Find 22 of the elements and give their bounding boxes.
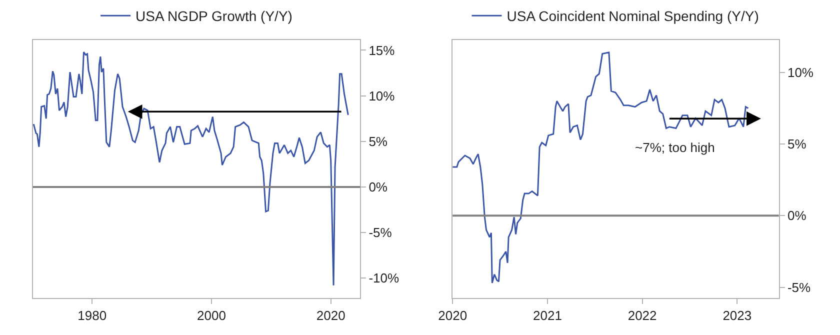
legend-label: USA Coincident Nominal Spending (Y/Y): [506, 8, 759, 24]
y-tick-label: 0%: [368, 180, 388, 194]
y-tick-label: 5%: [368, 134, 388, 149]
x-tick-label: 2020: [316, 308, 346, 323]
y-tick-label: 0%: [787, 208, 807, 224]
line-series: [33, 51, 349, 286]
x-tick-label: 2021: [532, 308, 562, 323]
y-tick-label: 10%: [787, 64, 814, 80]
y-tick-label: -5%: [368, 225, 392, 240]
y-tick-label: 15%: [368, 42, 396, 58]
x-tick-label: 2023: [722, 308, 752, 323]
y-tick-label: -10%: [368, 270, 400, 286]
y-tick-label: 10%: [368, 88, 396, 104]
y-tick-label: -5%: [787, 280, 812, 295]
x-tick-label: 1980: [78, 308, 107, 323]
annotation: ~7%; too high: [635, 140, 715, 155]
x-tick-label: 2000: [197, 308, 226, 323]
legend-label: USA NGDP Growth (Y/Y): [136, 8, 292, 24]
y-tick-label: 5%: [787, 136, 807, 152]
x-tick-label: 2020: [438, 308, 468, 323]
line-series: [452, 52, 749, 284]
x-tick-label: 2022: [628, 308, 657, 323]
